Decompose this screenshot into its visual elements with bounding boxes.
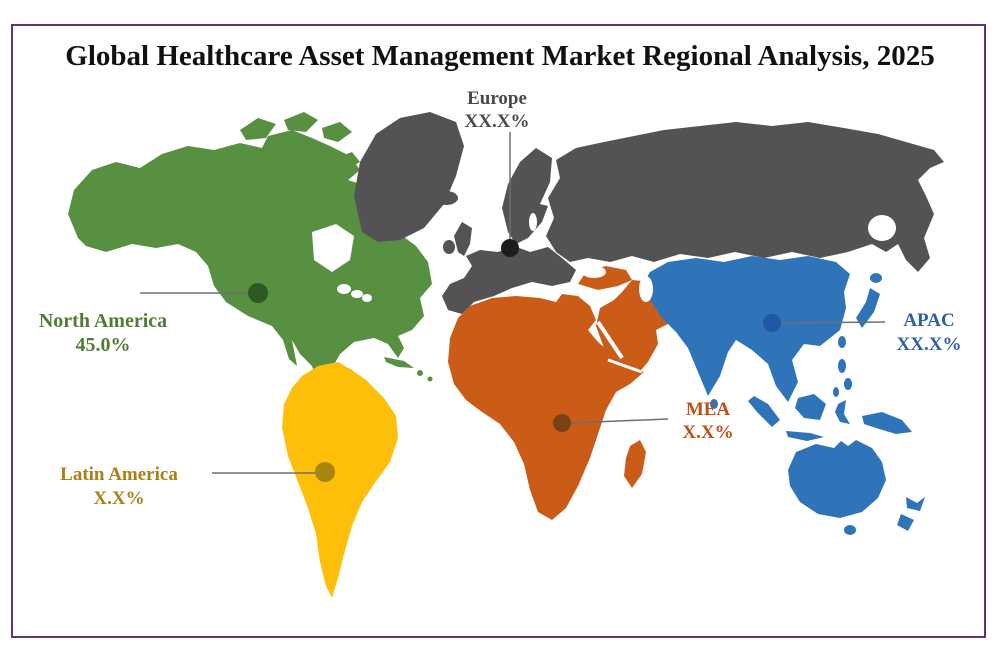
sea-of-okhotsk-shape xyxy=(868,215,896,241)
europe-value: XX.X% xyxy=(465,111,530,132)
caribbean-island-shape xyxy=(427,376,433,382)
sumatra-shape xyxy=(748,396,780,427)
java-shape xyxy=(786,431,824,441)
red-sea-shape xyxy=(596,320,624,360)
scandinavia-shape xyxy=(502,148,552,244)
annotation-north-america: North America 45.0% xyxy=(39,283,268,356)
ireland-shape xyxy=(443,240,455,254)
annotation-mea: MEA X.X% xyxy=(553,399,734,443)
apac-value: XX.X% xyxy=(897,334,962,355)
mea-label: MEA xyxy=(686,399,731,420)
cuba-shape xyxy=(384,357,414,368)
page-title: Global Healthcare Asset Management Marke… xyxy=(65,40,935,72)
europe-mainland-shape xyxy=(442,246,576,314)
sri-lanka-shape xyxy=(710,399,718,409)
region-latin-america xyxy=(282,362,398,598)
philippines-shape xyxy=(844,378,852,390)
apac-leader-line xyxy=(779,321,886,324)
gulf-of-aden-shape xyxy=(607,358,643,374)
caspian-sea-shape xyxy=(639,276,653,302)
africa-shape xyxy=(448,294,644,520)
arctic-island-shape xyxy=(334,152,360,170)
mea-leader-line xyxy=(569,418,669,424)
baltic-sea-shape xyxy=(529,213,537,231)
mea-marker-dot xyxy=(553,414,571,432)
sulawesi-shape xyxy=(835,400,850,424)
uk-shape xyxy=(454,222,472,256)
philippines-shape xyxy=(838,359,846,373)
great-lake-shape xyxy=(337,284,351,294)
latin-america-marker-dot xyxy=(315,462,335,482)
taiwan-shape xyxy=(838,336,846,348)
region-apac xyxy=(642,256,925,535)
new-guinea-shape xyxy=(862,412,912,434)
tasmania-shape xyxy=(844,525,856,535)
madagascar-shape xyxy=(624,440,646,488)
australia-shape xyxy=(788,440,886,518)
apac-label: APAC xyxy=(903,310,954,331)
black-sea-shape xyxy=(582,266,606,278)
north-america-marker-dot xyxy=(248,283,268,303)
hokkaido-shape xyxy=(870,273,882,283)
europe-marker-dot xyxy=(501,239,519,257)
philippines-shape xyxy=(833,387,839,397)
caribbean-island-shape xyxy=(417,370,423,376)
new-zealand-north-shape xyxy=(906,497,925,511)
annotation-latin-america: Latin America X.X% xyxy=(60,462,335,509)
russia-shape xyxy=(546,122,944,272)
greenland-shape xyxy=(354,112,464,242)
arctic-island-shape xyxy=(298,142,328,160)
latin-america-value: X.X% xyxy=(93,488,144,509)
water-bodies xyxy=(312,213,896,374)
north-america-label: North America xyxy=(39,310,167,332)
korea-shape xyxy=(830,298,842,318)
north-america-mainland-shape xyxy=(68,130,432,421)
arctic-island-shape xyxy=(284,112,318,132)
region-europe xyxy=(354,112,944,314)
japan-shape xyxy=(856,288,880,328)
borneo-shape xyxy=(795,394,826,420)
new-zealand-south-shape xyxy=(897,514,914,531)
region-mea xyxy=(448,266,682,520)
south-america-shape xyxy=(282,362,398,598)
apac-marker-dot xyxy=(763,314,781,332)
region-north-america xyxy=(68,112,433,421)
arctic-island-shape xyxy=(322,122,352,142)
north-america-value: 45.0% xyxy=(76,334,131,356)
mea-value: X.X% xyxy=(682,422,733,443)
great-lake-shape xyxy=(362,294,372,302)
europe-label: Europe xyxy=(467,88,527,109)
latin-america-label: Latin America xyxy=(60,464,178,485)
great-lake-shape xyxy=(351,290,363,298)
arctic-island-shape xyxy=(240,118,276,140)
hudson-bay-shape xyxy=(312,224,354,272)
asia-mainland-shape xyxy=(642,256,850,402)
annotation-apac: APAC XX.X% xyxy=(763,310,961,355)
annotation-europe: Europe XX.X% xyxy=(465,88,530,257)
iceland-shape xyxy=(434,191,458,205)
